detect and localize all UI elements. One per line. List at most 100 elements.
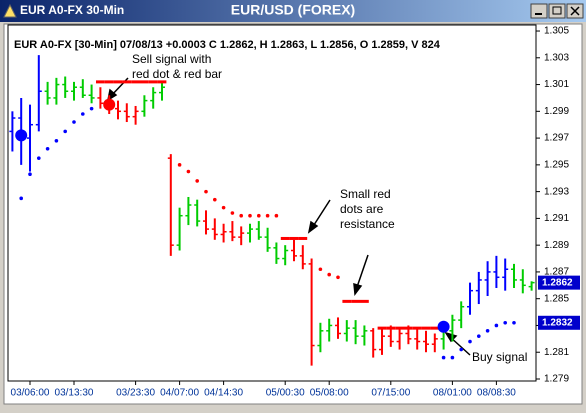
arrowhead xyxy=(444,331,458,343)
indicator-dot xyxy=(37,156,41,160)
indicator-dot xyxy=(213,197,217,202)
ohlc-bar xyxy=(97,87,104,109)
icon xyxy=(570,6,580,16)
annotation-arrows xyxy=(106,77,471,356)
indicator-dot xyxy=(204,189,208,194)
y-tick-label: 1.291 xyxy=(544,213,569,224)
price-marker xyxy=(538,275,580,290)
ohlc-bar xyxy=(62,76,69,98)
indicator-dot xyxy=(177,163,182,167)
annotation: resistance xyxy=(340,217,395,231)
maximize-button[interactable] xyxy=(548,3,566,19)
indicator-dot xyxy=(503,320,508,325)
icon xyxy=(552,6,562,15)
indicator-dot xyxy=(485,329,490,333)
ohlc-bar xyxy=(458,301,465,329)
y-tick-label: 1.301 xyxy=(544,79,569,90)
indicator-dot xyxy=(512,320,516,325)
indicator-dot xyxy=(186,169,191,174)
indicator-dot xyxy=(72,120,76,124)
ohlc-bar xyxy=(115,100,121,120)
arrowhead xyxy=(307,220,319,234)
ohlc-bar xyxy=(493,255,500,288)
ohlc-bar xyxy=(431,333,438,353)
y-tick-label: 1.303 xyxy=(544,52,569,63)
ohlc-bar xyxy=(343,320,350,342)
indicator-dot xyxy=(45,146,50,151)
x-tick-label: 05/00:30 xyxy=(266,388,305,399)
indicator-dot xyxy=(494,323,499,328)
y-tick-label: 1.289 xyxy=(544,240,569,251)
signal-dot xyxy=(437,320,450,333)
ohlc-bar xyxy=(27,104,33,172)
x-tick-label: 03/13:30 xyxy=(55,388,94,399)
y-tick-label: 1.279 xyxy=(544,374,569,385)
ohlc-bar xyxy=(220,223,227,243)
ohlc-bar xyxy=(308,258,315,366)
window-title: EUR A0-FX 30-Min xyxy=(20,3,124,17)
ohlc-bar xyxy=(475,271,482,305)
ohlc-bar xyxy=(467,282,473,315)
ohlc-bar xyxy=(35,55,42,132)
y-tick-label: 1.305 xyxy=(544,26,569,37)
ohlc-bar xyxy=(53,77,60,105)
annotation: red dot & red bar xyxy=(132,67,222,81)
indicator-dot xyxy=(257,213,261,218)
indicator-dot xyxy=(221,205,226,210)
indicator-dot xyxy=(81,112,85,116)
x-tick-label: 04/14:30 xyxy=(204,388,243,399)
ohlc-bar xyxy=(361,325,368,346)
indicator-dot xyxy=(318,267,323,272)
price-marker-label: 1.2862 xyxy=(542,277,573,288)
arrowhead xyxy=(353,282,363,296)
indicator-dot xyxy=(19,196,24,201)
y-tick-label: 1.297 xyxy=(544,133,569,144)
price-marker-label: 1.2832 xyxy=(542,317,573,328)
price-marker xyxy=(538,315,580,330)
ohlc-bar xyxy=(299,245,306,270)
x-tick-label: 05/08:00 xyxy=(310,388,349,399)
ohlc-bar xyxy=(423,330,429,353)
y-tick-label: 1.299 xyxy=(544,106,569,117)
y-tick-label: 1.281 xyxy=(544,347,569,358)
ohlc-bar xyxy=(519,269,526,294)
ohlc-bar xyxy=(79,79,86,98)
ohlc-bar xyxy=(528,281,535,291)
indicator-dot xyxy=(195,179,199,183)
x-tick-label: 03/06:00 xyxy=(11,388,50,399)
annotation: Buy signal xyxy=(472,350,527,364)
minimize-button[interactable] xyxy=(530,3,548,19)
y-tick-label: 1.293 xyxy=(544,186,569,197)
indicator-dot xyxy=(230,211,235,215)
x-tick-label: 08/01:00 xyxy=(433,388,472,399)
ohlc-bar xyxy=(71,81,77,101)
ohlc-bar xyxy=(9,111,16,152)
indicator-dot xyxy=(441,355,446,360)
ohlc-bar xyxy=(335,317,341,339)
annotation: Small red xyxy=(340,187,391,201)
indicator-dot xyxy=(248,213,252,218)
indicator-dot xyxy=(468,339,472,344)
arrow xyxy=(355,254,369,291)
y-tick-label: 1.287 xyxy=(544,267,569,278)
ohlc-bar xyxy=(88,84,95,104)
ohlc-bar xyxy=(414,328,421,350)
annotation: Sell signal with xyxy=(132,52,211,66)
header-quote: EUR A0-FX [30-Min] 07/08/13 +0.0003 C 1.… xyxy=(14,39,441,51)
ohlc-bar xyxy=(167,154,174,256)
ohlc-bar xyxy=(379,328,385,355)
ohlc-bar xyxy=(511,263,517,288)
ohlc-bar xyxy=(502,258,509,291)
indicator-dot xyxy=(477,334,481,338)
chart-title: EUR/USD (FOREX) xyxy=(231,2,355,18)
ohlc-bar xyxy=(291,239,297,262)
annotation: dots are xyxy=(340,202,384,216)
ohlc-bar xyxy=(159,81,165,101)
ohlc-bar xyxy=(229,221,236,242)
x-tick-label: 03/23:30 xyxy=(116,388,155,399)
indicator-dot xyxy=(28,172,32,177)
window-buttons[interactable] xyxy=(530,3,584,19)
ohlc-bar xyxy=(449,314,456,342)
app-icon xyxy=(3,3,17,18)
